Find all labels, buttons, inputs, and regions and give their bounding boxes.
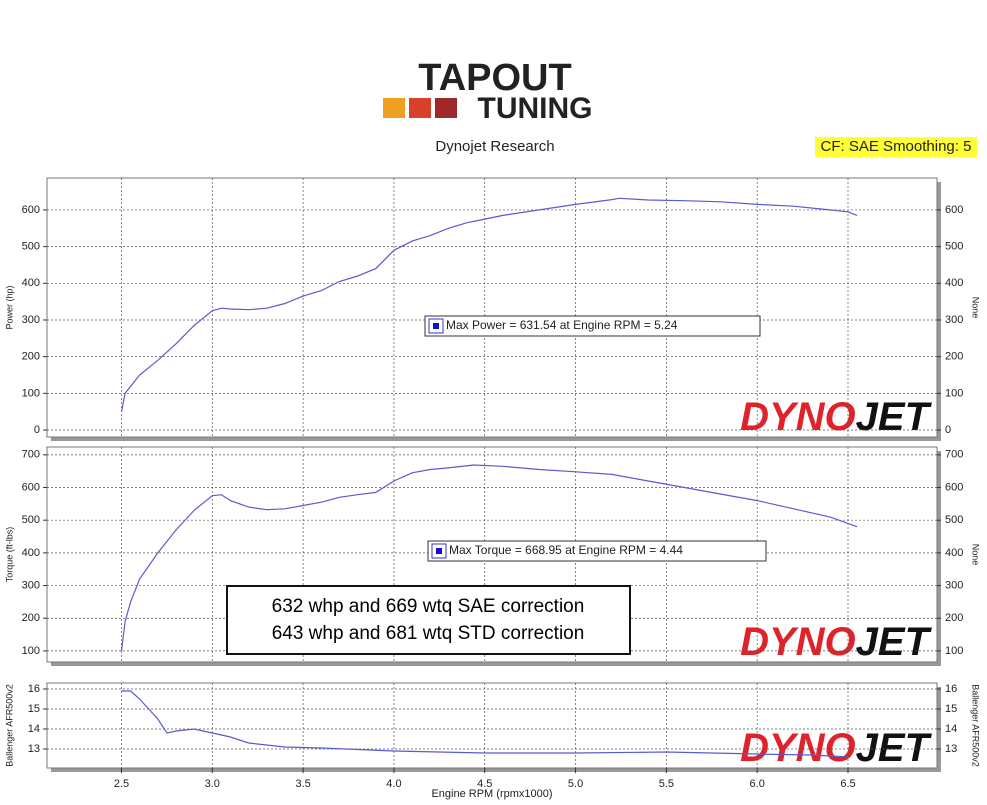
- y-tick-label: 600: [22, 204, 40, 216]
- y2-tick-label: 300: [945, 314, 963, 326]
- y2-tick-label: 14: [945, 723, 957, 735]
- logo-block: [383, 98, 405, 118]
- annotation-box: [424, 315, 761, 337]
- logo-block: [435, 98, 457, 118]
- y2-tick-label: 500: [945, 514, 963, 526]
- y2-tick-label: 100: [945, 387, 963, 399]
- y2-tick-label: 700: [945, 449, 963, 461]
- y2-tick-label: 15: [945, 703, 957, 715]
- badge-bg: [815, 137, 977, 157]
- watermark: DYNOJET: [740, 395, 933, 439]
- y-tick-label: 600: [22, 481, 40, 493]
- y-tick-label: 700: [22, 449, 40, 461]
- note-line: 632 whp and 669 wtq SAE correction: [272, 596, 585, 617]
- data-line: [120, 464, 858, 651]
- y-tick-label: 0: [34, 424, 40, 436]
- annotation-icon: [436, 548, 442, 554]
- annotation: Max Power = 631.54 at Engine RPM = 5.24: [446, 318, 678, 332]
- y2-tick-label: 400: [945, 277, 963, 289]
- y2-tick-label: 300: [945, 579, 963, 591]
- y2-tick-label: 16: [945, 683, 957, 695]
- x-tick-label: 5.0: [568, 778, 583, 790]
- y-tick-label: 200: [22, 351, 40, 363]
- y2-tick-label: 500: [945, 241, 963, 253]
- y-tick-label: 300: [22, 314, 40, 326]
- y-tick-label: 15: [28, 703, 40, 715]
- y-tick-label: 14: [28, 723, 40, 735]
- x-tick-label: 5.5: [659, 778, 674, 790]
- logo-bottom: TUNING: [478, 92, 593, 125]
- y-tick-label: 100: [22, 387, 40, 399]
- y-tick-label: 13: [28, 743, 40, 755]
- logo-top: TAPOUT: [418, 57, 571, 99]
- y2-tick-label: 600: [945, 481, 963, 493]
- y2-tick-label: 600: [945, 204, 963, 216]
- y-tick-label: 400: [22, 547, 40, 559]
- y-tick-label: 16: [28, 683, 40, 695]
- x-tick-label: 6.5: [840, 778, 855, 790]
- x-tick-label: 6.0: [750, 778, 765, 790]
- annotation-icon: [433, 323, 439, 329]
- watermark-part: JET: [856, 395, 933, 439]
- y-tick-label: 500: [22, 241, 40, 253]
- note-line: 643 whp and 681 wtq STD correction: [272, 623, 585, 644]
- x-tick-label: 3.5: [295, 778, 310, 790]
- watermark: DYNOJET: [740, 726, 933, 770]
- watermark: DYNOJET: [740, 620, 933, 664]
- panel: [46, 682, 938, 769]
- x-tick-label: 3.0: [205, 778, 220, 790]
- y-axis-label: Torque (ft-lbs): [4, 527, 14, 583]
- y2-axis-label: None: [971, 544, 981, 566]
- y2-axis-label: Ballenger AFR500v2: [971, 684, 981, 767]
- watermark-part: JET: [856, 620, 933, 664]
- panel: [46, 177, 938, 438]
- y2-tick-label: 13: [945, 743, 957, 755]
- watermark-part: DYNO: [740, 395, 856, 439]
- y-tick-label: 100: [22, 645, 40, 657]
- logo-block: [409, 98, 431, 118]
- watermark-part: JET: [856, 726, 933, 770]
- y-tick-label: 300: [22, 579, 40, 591]
- y2-tick-label: 400: [945, 547, 963, 559]
- y-axis-label: Ballenger AFR500v2: [4, 684, 14, 767]
- x-tick-label: 2.5: [114, 778, 129, 790]
- y-tick-label: 500: [22, 514, 40, 526]
- data-line: [121, 690, 849, 758]
- watermark-part: DYNO: [740, 726, 856, 770]
- annotation-box: [427, 540, 767, 562]
- x-tick-label: 4.5: [477, 778, 492, 790]
- data-line: [120, 197, 858, 412]
- subtitle: Dynojet Research: [435, 138, 554, 155]
- y2-tick-label: 200: [945, 612, 963, 624]
- y-tick-label: 400: [22, 277, 40, 289]
- x-tick-label: 4.0: [386, 778, 401, 790]
- y2-tick-label: 200: [945, 351, 963, 363]
- annotation: Max Torque = 668.95 at Engine RPM = 4.44: [449, 543, 683, 557]
- y2-tick-label: 100: [945, 645, 963, 657]
- y2-tick-label: 0: [945, 424, 951, 436]
- watermark-part: DYNO: [740, 620, 856, 664]
- y-axis-label: Power (hp): [4, 285, 14, 329]
- y2-axis-label: None: [971, 297, 981, 319]
- x-axis-label: Engine RPM (rpmx1000): [431, 788, 552, 800]
- badge: CF: SAE Smoothing: 5: [821, 138, 972, 155]
- y-tick-label: 200: [22, 612, 40, 624]
- note-box: [226, 585, 631, 655]
